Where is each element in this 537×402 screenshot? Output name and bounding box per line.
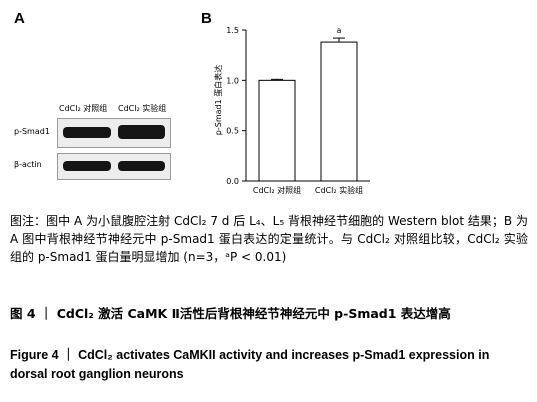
- x-tick-label: CdCl₂ 对照组: [253, 185, 301, 195]
- band-psmad1-control: [63, 127, 111, 138]
- lane-label-control: CdCl₂ 对照组: [59, 104, 108, 113]
- panel-b-letter: B: [201, 10, 212, 27]
- band-actin-experimental: [118, 161, 165, 171]
- chart-y-axis-label: p-Smad1 蛋白表达: [213, 65, 223, 135]
- figure-note: 图注：图中 A 为小鼠腹腔注射 CdCl₂ 7 d 后 L₄、L₅ 背根神经节细…: [10, 214, 528, 264]
- y-tick-label: 1.5: [226, 26, 239, 35]
- band-actin-control: [63, 161, 111, 171]
- y-tick-label: 1.0: [226, 76, 239, 85]
- blot-beta-actin: [57, 153, 171, 180]
- figure-title-en: Figure 4 ｜ CdCl₂ activates CaMKII activi…: [10, 348, 490, 381]
- figure-title-cn: 图 4 ｜ CdCl₂ 激活 CaMK Ⅱ活性后背根神经节神经元中 p-Smad…: [10, 306, 451, 321]
- lane-label-experimental: CdCl₂ 实验组: [118, 104, 167, 113]
- y-tick-label: 0.0: [226, 177, 239, 186]
- panel-a-letter: A: [14, 10, 25, 27]
- row-label-beta-actin: β-actin: [14, 160, 42, 169]
- bar: [258, 79, 296, 182]
- x-tick-label: CdCl₂ 实验组: [315, 185, 363, 195]
- bar-chart: p-Smad1 蛋白表达 0.0 0.5 1.0 1.5 CdCl₂ 对照组 a CdCl…: [213, 26, 370, 195]
- row-label-psmad1: p-Smad1: [14, 127, 50, 136]
- significance-mark: a: [337, 26, 342, 35]
- y-tick-label: 0.5: [226, 127, 239, 136]
- blot-psmad1: [57, 118, 171, 148]
- band-psmad1-experimental: [118, 125, 165, 139]
- bar: [320, 41, 358, 182]
